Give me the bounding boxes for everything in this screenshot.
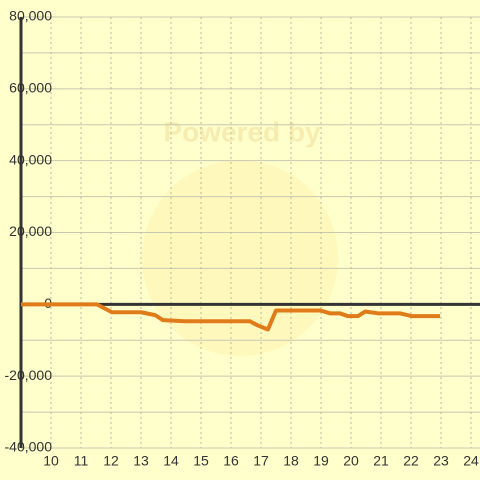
y-tick-label: -20,000 xyxy=(5,367,53,383)
x-tick-label: 11 xyxy=(74,453,89,469)
x-tick-label: 24 xyxy=(463,453,479,469)
x-tick-label: 20 xyxy=(343,453,359,469)
x-tick-label: 14 xyxy=(163,453,179,469)
x-tick-label: 22 xyxy=(403,453,419,469)
watermark-logo xyxy=(142,160,338,356)
x-tick-label: 15 xyxy=(193,453,209,469)
x-tick-label: 16 xyxy=(223,453,239,469)
x-tick-label: 19 xyxy=(313,453,329,469)
y-tick-label: 80,000 xyxy=(9,8,52,24)
y-tick-label: 60,000 xyxy=(9,80,52,96)
x-tick-label: 10 xyxy=(43,453,59,469)
x-tick-label: 12 xyxy=(103,453,119,469)
y-tick-label: 40,000 xyxy=(9,151,52,167)
watermark: Powered by xyxy=(163,116,321,147)
y-tick-label: 20,000 xyxy=(9,223,52,239)
x-tick-label: 18 xyxy=(283,453,299,469)
x-tick-label: 13 xyxy=(133,453,149,469)
x-tick-label: 21 xyxy=(373,453,389,469)
x-tick-label: 17 xyxy=(253,453,269,469)
x-tick-label: 23 xyxy=(433,453,449,469)
line xyxy=(21,302,441,332)
y-tick-label: -40,000 xyxy=(5,439,53,455)
